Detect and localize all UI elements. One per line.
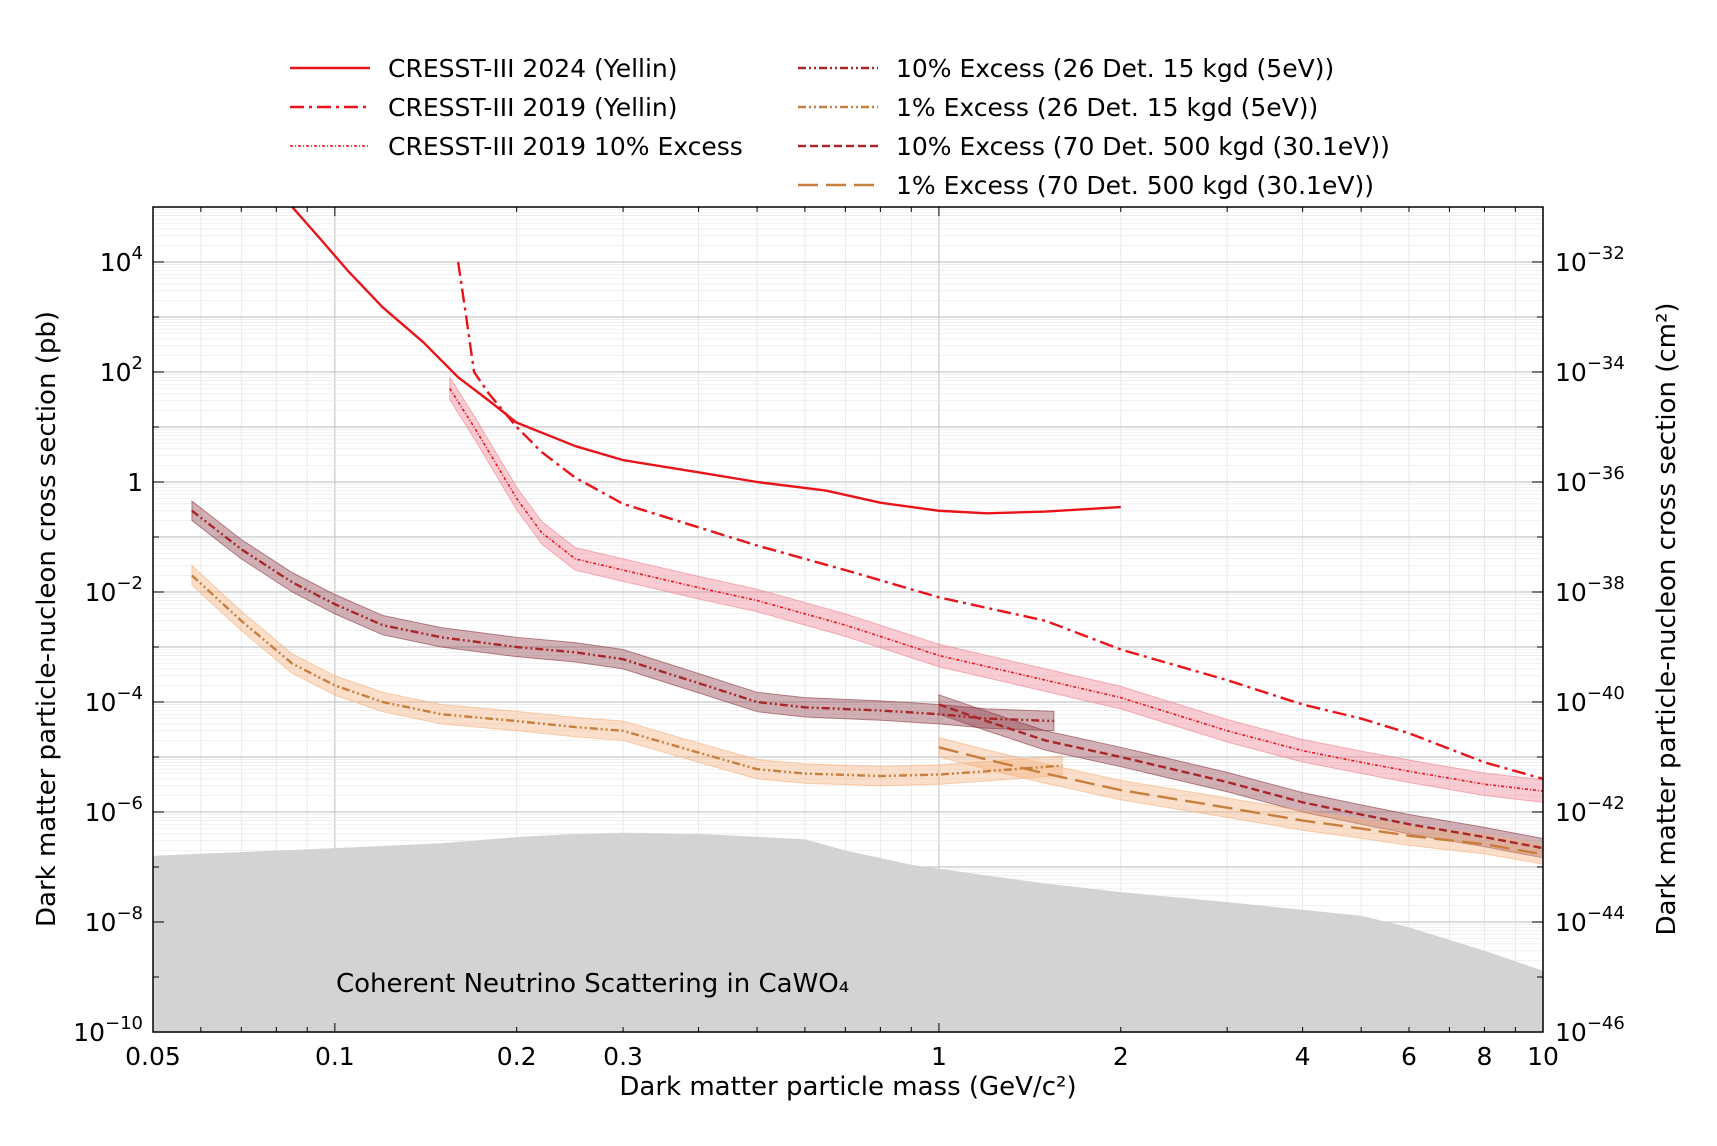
line-10-excess-70-det-500-kgd-30-1ev [938,703,1543,850]
x-axis-title: Dark matter particle mass (GeV/c²) [619,1072,1076,1102]
y-tick-label-right: 10−44 [1555,903,1625,937]
legend-label: 10% Excess (26 Det. 15 kgd (5eV)) [896,54,1334,83]
band-10-excess-70-det-500-kgd-30-1ev [938,694,1543,859]
y-tick-label-right: 10−36 [1555,463,1625,497]
band-10-excess-26-det-15-kgd-5ev [191,500,1055,732]
y-tick-label-left: 1 [127,468,143,497]
legend-label: 1% Excess (70 Det. 500 kgd (30.1eV)) [896,171,1374,200]
y-tick-label-left: 10−2 [85,573,143,607]
line-cresst-iii-2019-10-excess [449,388,1543,792]
x-tick-label: 8 [1477,1042,1493,1071]
y-tick-label-left: 104 [100,243,143,277]
legend-label: CRESST-III 2019 10% Excess [388,132,743,161]
grid [152,207,1544,1033]
x-tick-label: 0.1 [315,1042,355,1071]
legend-label: 1% Excess (26 Det. 15 kgd (5eV)) [896,93,1318,122]
legend: CRESST-III 2024 (Yellin) CRESST-III 2019 … [290,54,1390,200]
legend-label: 10% Excess (70 Det. 500 kgd (30.1eV)) [896,132,1390,161]
y-tick-label-right: 10−42 [1555,793,1625,827]
legend-label: CRESST-III 2024 (Yellin) [388,54,678,83]
line-cresst-iii-2024-yellin [291,207,1121,515]
x-tick-label: 4 [1295,1042,1311,1071]
y-tick-label-right: 10−38 [1555,573,1625,607]
neutrino-floor-area [153,832,1543,1032]
line-cresst-iii-2019-yellin [456,261,1543,781]
y-tick-label-right: 10−32 [1555,243,1625,277]
band-cresst-iii-2019-10-excess [449,375,1543,803]
plot-frame [152,206,1544,1033]
legend-label: CRESST-III 2019 (Yellin) [388,93,678,122]
x-tick-label: 2 [1113,1042,1129,1071]
line-1-excess-70-det-500-kgd-30-1ev [938,746,1543,856]
y-tick-label-left: 10−10 [73,1013,143,1047]
y-tick-label-left: 10−6 [85,793,143,827]
axis-ticks [152,207,1544,1033]
y-tick-label-left: 102 [100,353,143,387]
x-tick-label: 0.05 [125,1042,181,1071]
neutrino-floor [153,832,1543,1032]
x-tick-label: 0.3 [603,1042,643,1071]
x-tick-label: 6 [1401,1042,1417,1071]
y-tick-label-right: 10−40 [1555,683,1625,717]
x-tick-label: 0.2 [497,1042,537,1071]
y-axis-title-right: Dark matter particle-nucleon cross secti… [1652,302,1682,935]
neutrino-floor-annotation: Coherent Neutrino Scattering in CaWO₄ [336,969,849,999]
y-tick-label-right: 10−46 [1555,1013,1625,1047]
y-tick-label-left: 10−8 [85,903,143,937]
x-tick-label: 1 [931,1042,947,1071]
series-lines [191,207,1543,856]
y-axis-title-left: Dark matter particle-nucleon cross secti… [32,311,62,927]
y-tick-label-right: 10−34 [1555,353,1625,387]
x-tick-label: 10 [1527,1042,1559,1071]
axis-tick-labels: 0.05 0.1 0.2 0.3 1 2 4 6 8 10 10−10 10−8 10−6 10−4 10−… [73,243,1625,1071]
line-10-excess-26-det-15-kgd-5ev [191,509,1054,723]
y-tick-label-left: 10−4 [85,683,143,717]
band-1-excess-26-det-15-kgd-5ev [191,564,1063,787]
